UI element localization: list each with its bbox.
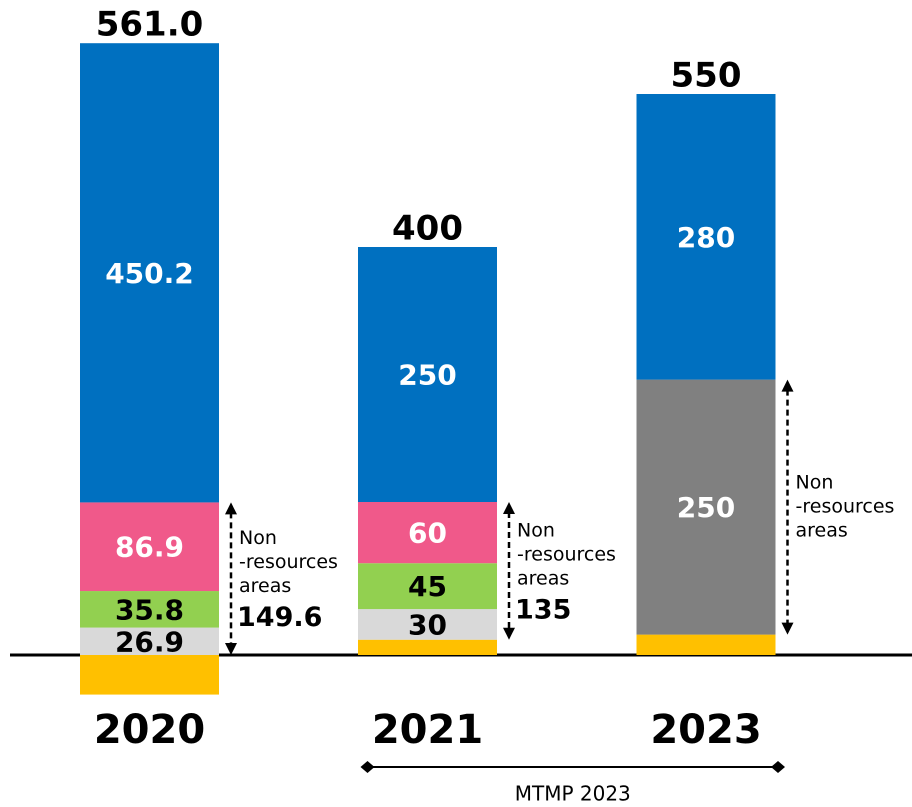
- annotation-text: areas: [239, 575, 291, 597]
- segment-label: 30: [408, 608, 447, 641]
- bar-segment: [358, 639, 497, 655]
- segment-label: 250: [677, 491, 735, 524]
- bar-segment: [358, 502, 497, 564]
- annotation-text: Non: [517, 519, 555, 541]
- annotation-value: 135: [515, 594, 571, 625]
- segment-label: 280: [677, 221, 735, 254]
- bar-segment: [80, 627, 219, 655]
- segment-label: 250: [398, 359, 456, 392]
- bracket-end: [360, 761, 375, 773]
- bar-segment: [80, 655, 219, 695]
- arrow-head: [503, 627, 515, 640]
- arrow-head: [503, 502, 515, 514]
- bar-segment: [80, 591, 219, 628]
- segment-label: 26.9: [115, 625, 184, 658]
- annotation-text: -resources: [517, 543, 616, 565]
- category-label: 2021: [372, 707, 483, 753]
- total-label: 561.0: [96, 5, 204, 45]
- bracket-label: MTMP 2023: [515, 782, 631, 806]
- bar-segment: [358, 247, 497, 502]
- arrow-head: [225, 643, 237, 655]
- bar-segment: [636, 94, 776, 380]
- bar-segment: [80, 43, 219, 503]
- bar-segment: [358, 609, 497, 640]
- annotation-text: Non: [239, 527, 277, 549]
- total-label: 400: [392, 209, 463, 249]
- annotation-text: Non: [796, 472, 834, 494]
- bar-segment: [636, 379, 776, 635]
- annotation-text: -resources: [796, 496, 895, 518]
- annotation-text: areas: [796, 520, 848, 542]
- segment-label: 450.2: [105, 257, 194, 290]
- annotation-value: 149.6: [237, 602, 322, 633]
- category-label: 2020: [94, 707, 205, 753]
- bar-segment: [636, 634, 776, 655]
- segment-label: 45: [408, 570, 447, 603]
- bar-segment: [80, 502, 219, 592]
- annotation-text: areas: [517, 567, 569, 589]
- arrow-head: [781, 379, 794, 392]
- annotation-text: -resources: [239, 551, 338, 573]
- bar-segment: [358, 563, 497, 610]
- bracket-end: [771, 761, 785, 773]
- segment-label: 35.8: [115, 593, 184, 626]
- arrow-head: [781, 622, 794, 635]
- arrow-head: [225, 502, 237, 515]
- segment-label: 60: [408, 517, 447, 550]
- total-label: 550: [671, 56, 742, 96]
- segment-label: 86.9: [115, 531, 184, 564]
- category-label: 2023: [650, 707, 761, 753]
